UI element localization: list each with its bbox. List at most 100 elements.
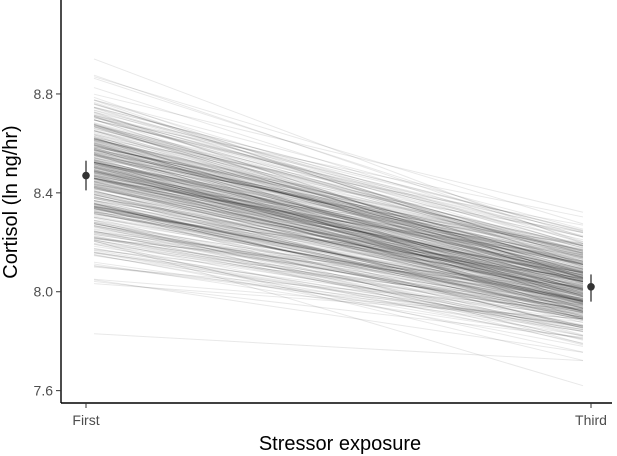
- posterior-line: [93, 265, 584, 326]
- posterior-line: [93, 123, 584, 290]
- posterior-line: [93, 159, 584, 273]
- posterior-line: [93, 170, 584, 283]
- posterior-line: [93, 235, 584, 320]
- posterior-line: [93, 111, 584, 280]
- posterior-line: [93, 116, 584, 262]
- posterior-line: [93, 175, 584, 279]
- posterior-line: [93, 220, 584, 341]
- posterior-line: [93, 178, 584, 277]
- posterior-line: [93, 189, 584, 320]
- posterior-line: [93, 248, 584, 329]
- posterior-line: [93, 231, 584, 312]
- posterior-line: [93, 217, 584, 337]
- posterior-line: [93, 206, 584, 303]
- posterior-line: [93, 177, 584, 278]
- posterior-line: [93, 239, 584, 316]
- posterior-line: [93, 107, 584, 252]
- posterior-line: [93, 180, 584, 245]
- posterior-line: [93, 162, 584, 273]
- posterior-line: [93, 129, 584, 273]
- posterior-line: [93, 170, 584, 314]
- posterior-line: [93, 208, 584, 317]
- posterior-line: [93, 163, 584, 273]
- posterior-line: [93, 184, 584, 305]
- posterior-line: [93, 169, 584, 272]
- posterior-line: [93, 203, 584, 309]
- posterior-line: [93, 200, 584, 329]
- posterior-line: [93, 162, 584, 256]
- posterior-line: [93, 146, 584, 250]
- posterior-line: [93, 191, 584, 316]
- posterior-line: [93, 152, 584, 278]
- posterior-line: [93, 208, 584, 314]
- posterior-line: [93, 185, 584, 287]
- posterior-line: [93, 182, 584, 293]
- posterior-line: [93, 221, 584, 346]
- posterior-line: [93, 140, 584, 292]
- posterior-line: [93, 126, 584, 267]
- posterior-line: [93, 123, 584, 278]
- posterior-line: [93, 113, 584, 254]
- posterior-line: [93, 170, 584, 285]
- posterior-line: [93, 193, 584, 317]
- posterior-line: [93, 161, 584, 291]
- posterior-line: [93, 130, 584, 264]
- posterior-line: [93, 157, 584, 247]
- posterior-line: [93, 206, 584, 302]
- posterior-line: [93, 238, 584, 287]
- posterior-line: [93, 137, 584, 226]
- posterior-line: [93, 103, 584, 249]
- posterior-line: [93, 222, 584, 332]
- posterior-line: [93, 184, 584, 303]
- posterior-line: [93, 208, 584, 317]
- posterior-line: [93, 171, 584, 256]
- posterior-line: [93, 140, 584, 278]
- posterior-line: [93, 199, 584, 310]
- posterior-line: [93, 172, 584, 264]
- posterior-line: [93, 159, 584, 276]
- posterior-line: [93, 207, 584, 320]
- posterior-line: [93, 211, 584, 310]
- posterior-line: [93, 154, 584, 297]
- posterior-line: [93, 144, 584, 304]
- posterior-line: [93, 141, 584, 297]
- posterior-line: [93, 205, 584, 302]
- posterior-line: [93, 198, 584, 301]
- posterior-line: [93, 149, 584, 263]
- posterior-line: [93, 226, 584, 318]
- posterior-line: [93, 147, 584, 281]
- posterior-line: [93, 167, 584, 288]
- posterior-line: [93, 115, 584, 252]
- posterior-line: [93, 96, 584, 265]
- posterior-line: [93, 114, 584, 243]
- posterior-line: [93, 169, 584, 291]
- posterior-line: [93, 201, 584, 319]
- posterior-line: [93, 76, 584, 225]
- posterior-line: [93, 205, 584, 300]
- posterior-line: [93, 212, 584, 309]
- posterior-line: [93, 278, 584, 320]
- posterior-line: [93, 261, 584, 332]
- posterior-line: [93, 211, 584, 311]
- posterior-line: [93, 184, 584, 276]
- posterior-line: [93, 99, 584, 268]
- posterior-line: [93, 204, 584, 308]
- posterior-line: [93, 166, 584, 257]
- posterior-line: [93, 161, 584, 266]
- posterior-line: [93, 205, 584, 301]
- posterior-line: [93, 187, 584, 303]
- y-tick-label: 8.0: [34, 284, 54, 300]
- posterior-line: [93, 225, 584, 326]
- posterior-line: [93, 138, 584, 276]
- posterior-line: [93, 163, 584, 284]
- posterior-line: [93, 164, 584, 247]
- posterior-line: [93, 211, 584, 327]
- posterior-line: [93, 126, 584, 275]
- posterior-line: [93, 116, 584, 256]
- posterior-line: [93, 154, 584, 302]
- posterior-line: [93, 143, 584, 273]
- posterior-line: [93, 117, 584, 218]
- posterior-line: [93, 202, 584, 329]
- posterior-line: [93, 265, 584, 323]
